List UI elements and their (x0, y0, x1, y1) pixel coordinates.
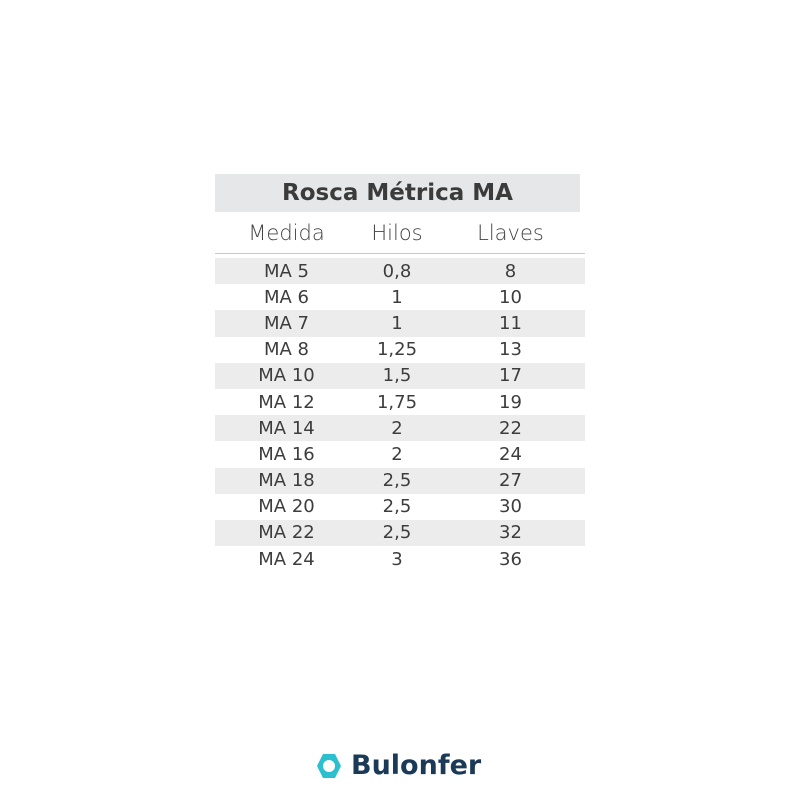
table-row: MA 14 2 22 (215, 415, 585, 442)
header-divider (215, 253, 585, 254)
header-llaves: Llaves (477, 221, 544, 245)
hexagon-ring-icon (317, 753, 341, 778)
table-row: MA 6 1 10 (215, 284, 585, 310)
table-header: Medida Hilos Llaves (215, 214, 585, 252)
cell-medida: MA 18 (258, 470, 315, 492)
table-row: MA 22 2,5 32 (215, 519, 585, 547)
cell-medida: MA 14 (258, 417, 315, 439)
cell-llaves: 11 (499, 312, 522, 334)
cell-medida: MA 7 (263, 312, 310, 334)
brand-name: Bulonfer (351, 750, 482, 781)
table-title: Rosca Métrica MA (215, 174, 580, 212)
table-row: MA 16 2 24 (215, 441, 585, 467)
cell-hilos: 2,5 (382, 470, 412, 492)
cell-llaves: 30 (499, 496, 522, 518)
table-row: MA 12 1,75 19 (215, 389, 585, 415)
cell-llaves: 32 (499, 522, 522, 544)
cell-llaves: 8 (504, 260, 517, 282)
cell-llaves: 27 (499, 470, 522, 492)
cell-llaves: 10 (499, 286, 522, 308)
table-row: MA 7 1 11 (215, 310, 585, 337)
table-body: MA 5 0,8 8 MA 6 1 10 MA 7 1 11 MA 8 1,25 13 MA 10 1,5… (215, 258, 585, 572)
cell-medida: MA 5 (263, 260, 310, 282)
cell-hilos: 3 (391, 548, 403, 570)
cell-hilos: 1,25 (376, 339, 418, 361)
cell-hilos: 2 (391, 417, 403, 439)
cell-hilos: 1 (391, 286, 403, 308)
header-hilos: Hilos (371, 221, 423, 245)
table-row: MA 20 2,5 30 (215, 494, 585, 520)
cell-medida: MA 20 (258, 496, 315, 518)
cell-llaves: 13 (499, 339, 522, 361)
table-row: MA 5 0,8 8 (215, 258, 585, 285)
cell-hilos: 0,8 (382, 260, 412, 282)
table-row: MA 18 2,5 27 (215, 467, 585, 494)
cell-medida: MA 10 (258, 365, 315, 387)
table-row: MA 8 1,25 13 (215, 337, 585, 363)
cell-llaves: 36 (499, 548, 522, 570)
cell-llaves: 22 (499, 417, 522, 439)
cell-hilos: 2,5 (382, 522, 412, 544)
cell-medida: MA 8 (263, 339, 310, 361)
header-medida: Medida (248, 221, 325, 245)
cell-medida: MA 24 (258, 548, 315, 570)
cell-medida: MA 22 (258, 522, 315, 544)
cell-hilos: 2 (391, 443, 403, 465)
cell-medida: MA 16 (258, 443, 315, 465)
cell-medida: MA 12 (258, 391, 315, 413)
cell-llaves: 24 (499, 443, 522, 465)
table-row: MA 10 1,5 17 (215, 362, 585, 389)
cell-hilos: 2,5 (382, 496, 412, 518)
cell-hilos: 1,5 (382, 365, 412, 387)
cell-medida: MA 6 (263, 286, 310, 308)
table-row: MA 24 3 36 (215, 546, 585, 572)
cell-hilos: 1,75 (376, 391, 418, 413)
brand-logo: Bulonfer (315, 750, 481, 781)
cell-llaves: 17 (499, 365, 522, 387)
cell-llaves: 19 (499, 391, 522, 413)
cell-hilos: 1 (391, 312, 403, 334)
